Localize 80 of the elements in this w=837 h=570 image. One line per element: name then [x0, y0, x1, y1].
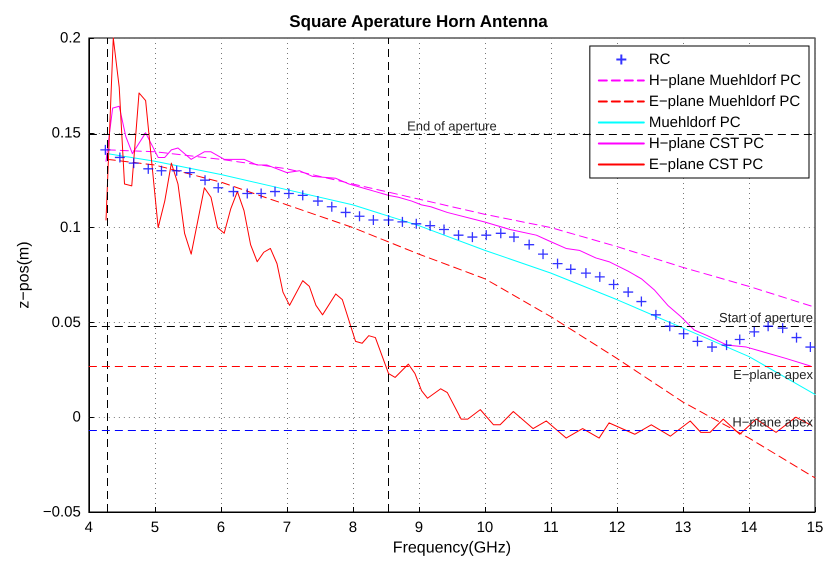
point	[480, 230, 492, 241]
point	[636, 296, 648, 308]
point	[608, 278, 620, 290]
x-tick-label: 5	[150, 519, 160, 536]
ref-line-label: End of aperture	[407, 118, 497, 134]
y-tick-label: 0	[72, 408, 81, 426]
point	[720, 340, 732, 351]
point	[297, 190, 308, 202]
legend-label: H−plane CST PC	[648, 135, 764, 152]
point	[114, 152, 126, 164]
point	[748, 326, 760, 338]
point	[804, 341, 816, 353]
point	[692, 336, 704, 348]
legend-label: H−plane Muehldorf PC	[648, 72, 802, 89]
point	[156, 165, 168, 176]
x-tick-label: 4	[84, 519, 94, 536]
point	[128, 157, 140, 169]
point	[228, 186, 240, 198]
point	[410, 218, 422, 230]
point	[283, 188, 295, 200]
x-tick-label: 10	[476, 519, 494, 536]
point	[594, 271, 606, 283]
x-axis-title: Frequency(GHz)	[392, 539, 512, 556]
legend-label: E−plane Muehldorf PC	[648, 93, 800, 110]
ref-line-label: E−plane apex	[733, 367, 814, 382]
point	[466, 231, 478, 243]
y-axis-title: z−pos(m)	[16, 241, 32, 309]
x-tick-label: 11	[543, 519, 559, 536]
y-tick-label: 0.2	[60, 30, 81, 46]
point	[269, 186, 281, 198]
point	[664, 320, 676, 332]
x-tick-label: 8	[348, 519, 358, 536]
point	[100, 144, 112, 156]
point	[396, 216, 408, 228]
point	[650, 309, 662, 320]
point	[580, 267, 592, 279]
x-tick-label: 7	[282, 519, 292, 536]
x-tick-label: 6	[216, 519, 226, 536]
ref-line-label: Start of aperture	[719, 310, 813, 326]
point	[424, 220, 436, 232]
y-tick-label: 0.05	[52, 314, 81, 331]
point	[212, 182, 224, 194]
legend-label: RC	[648, 51, 671, 68]
point	[242, 188, 253, 200]
point	[565, 264, 576, 275]
point	[552, 258, 564, 270]
point	[790, 332, 802, 344]
point	[438, 224, 450, 236]
line-series	[106, 153, 816, 395]
x-tick-label: 12	[608, 519, 626, 536]
point	[368, 214, 380, 226]
y-tick-label: −0.05	[42, 504, 81, 520]
point	[537, 248, 549, 260]
point	[734, 334, 746, 346]
point	[495, 228, 506, 239]
legend-label: Muehldorf PC	[648, 114, 741, 131]
x-tick-label: 13	[674, 519, 692, 536]
point	[340, 206, 352, 218]
point	[312, 195, 324, 207]
point	[678, 328, 690, 340]
point	[622, 286, 634, 298]
x-tick-label: 15	[806, 519, 824, 536]
point	[199, 174, 211, 186]
point	[524, 239, 535, 250]
point	[255, 188, 267, 200]
legend-label: E−plane CST PC	[648, 156, 764, 173]
x-tick-label: 9	[414, 519, 424, 536]
chart-title: Square Aperature Horn Antenna	[289, 12, 548, 31]
point	[142, 163, 154, 174]
y-tick-label: 0.15	[52, 124, 81, 142]
point	[354, 210, 366, 222]
point	[184, 166, 196, 178]
point	[382, 214, 394, 226]
point	[171, 165, 182, 176]
x-tick-label: 14	[740, 519, 758, 536]
point	[326, 201, 338, 212]
point	[508, 231, 520, 243]
y-tick-label: 0.1	[60, 219, 81, 236]
point	[452, 230, 464, 241]
point	[706, 341, 718, 353]
